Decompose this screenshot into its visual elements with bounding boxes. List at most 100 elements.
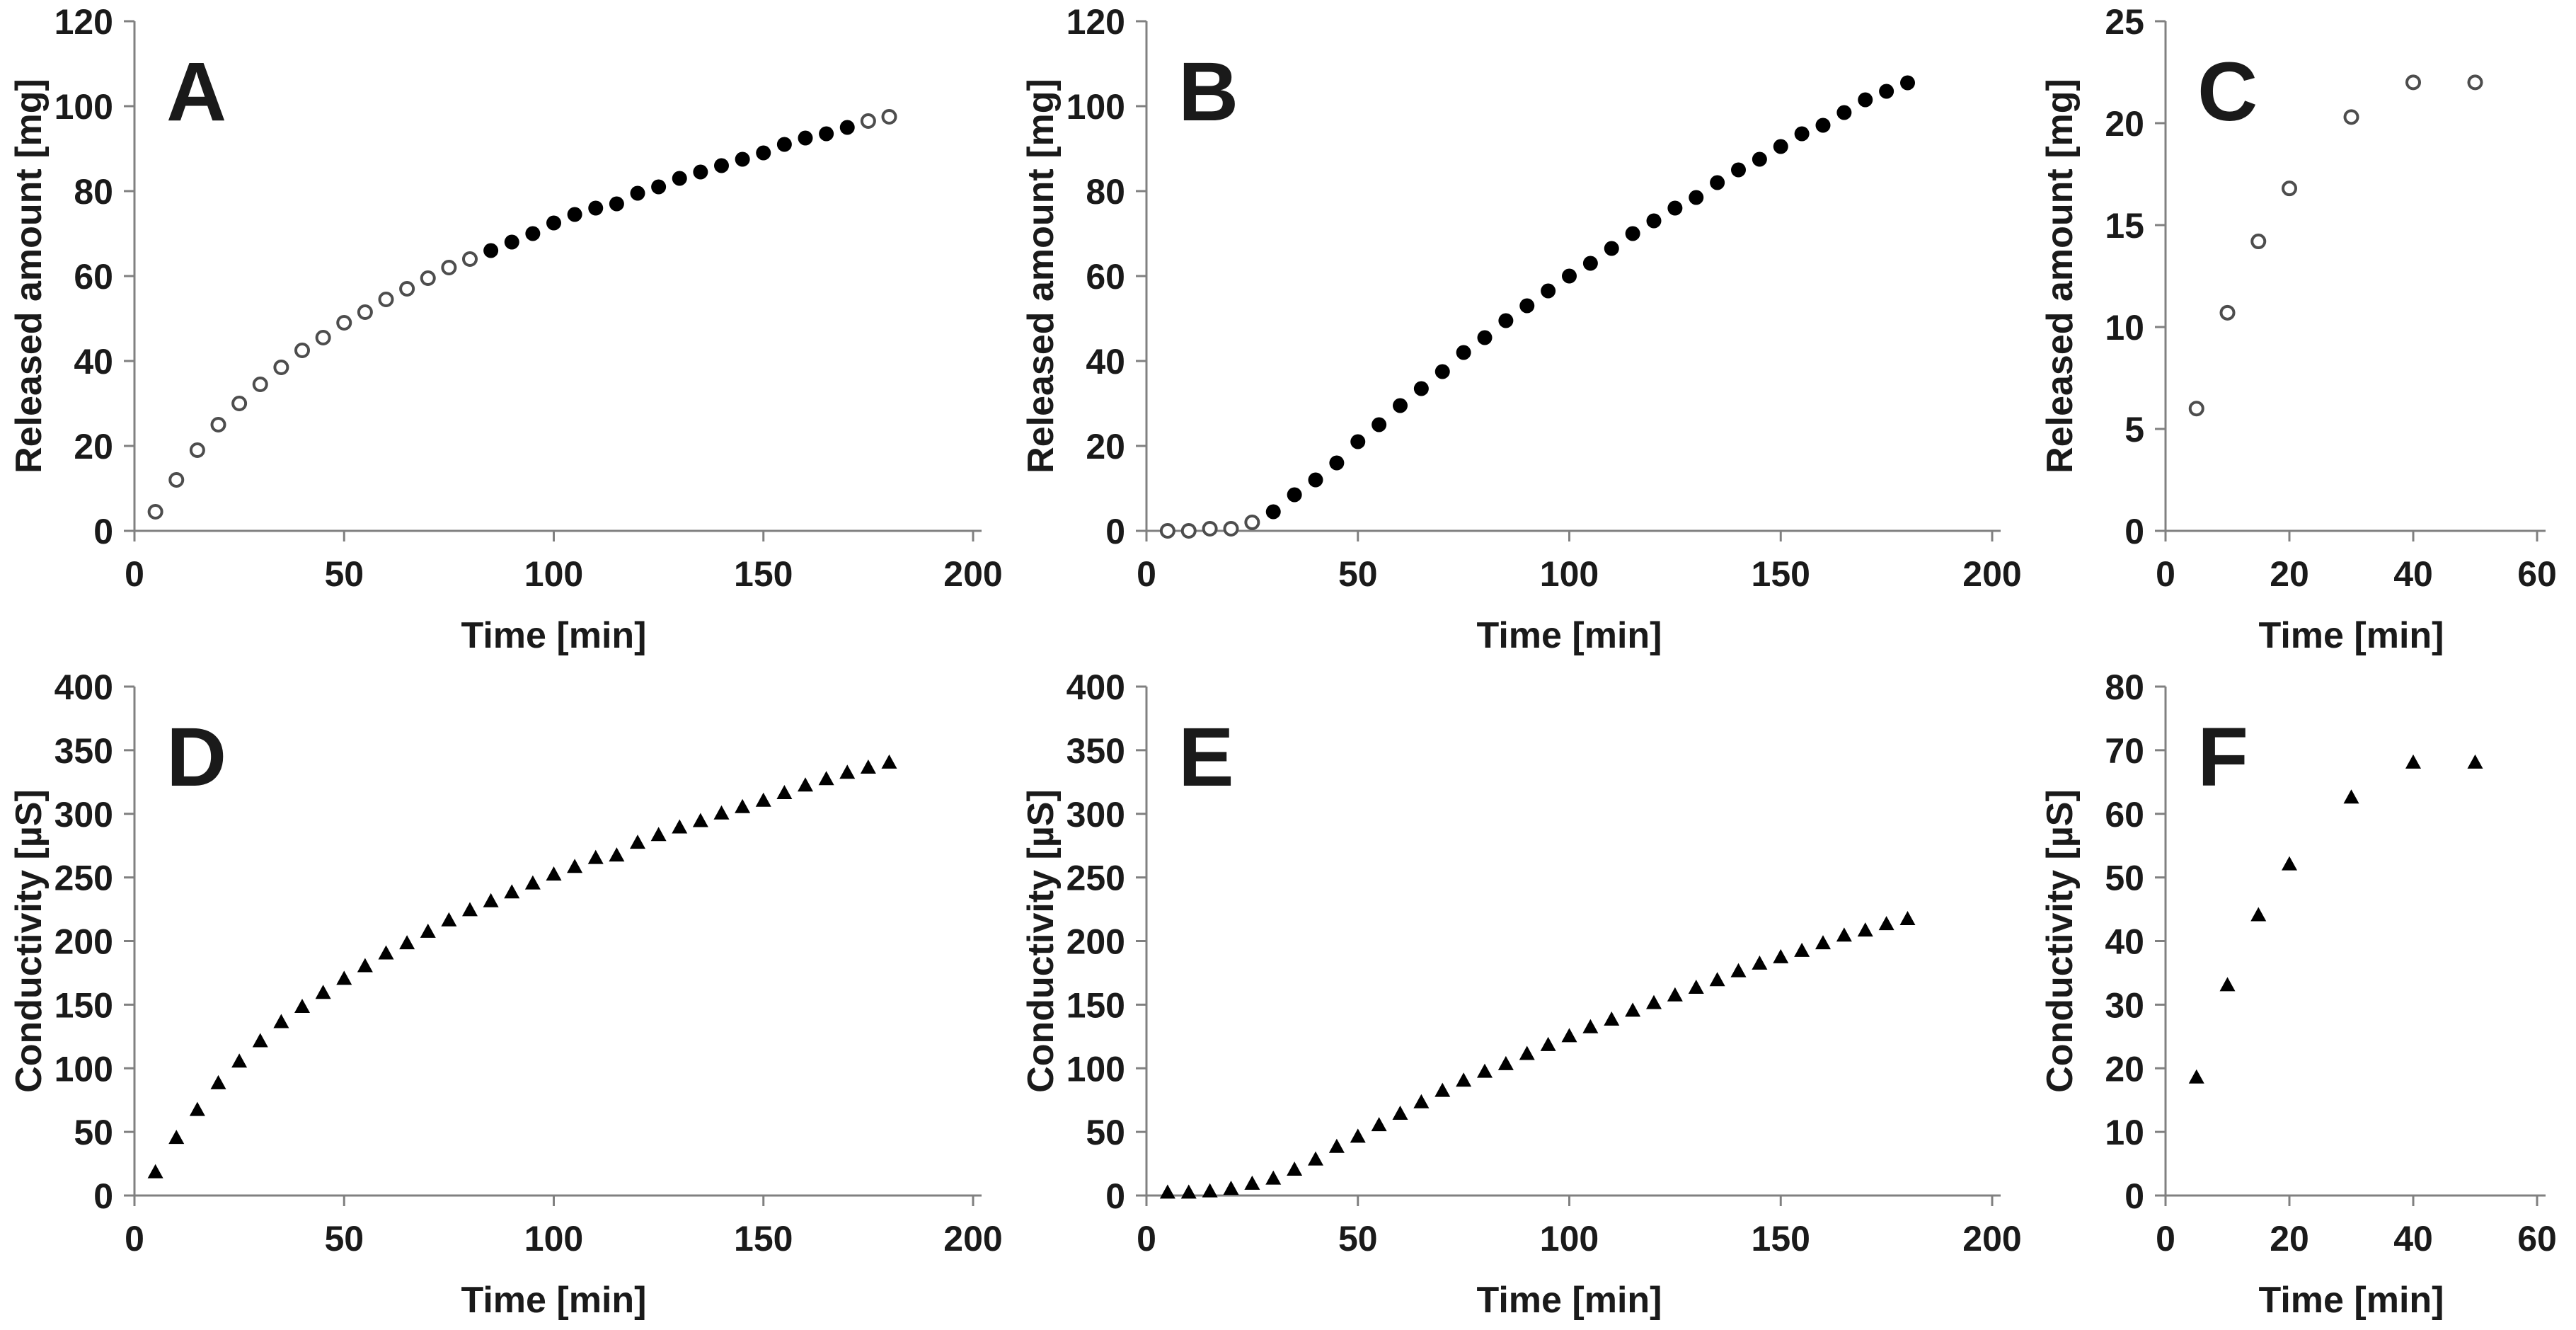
data-point-open-circle <box>2405 74 2421 91</box>
data-point-filled-triangle <box>1350 1128 1366 1143</box>
chart-panel-a: 0 20 40 60 80 100 120 0 50 100 150 200 Time [min] Rel… <box>0 0 1012 665</box>
data-point-filled-triangle <box>798 777 813 792</box>
data-point-open-circle <box>231 396 248 411</box>
x-tick-label: 150 <box>734 1219 793 1259</box>
data-point-filled-circle <box>1582 256 1598 271</box>
data-point-filled-circle <box>1456 345 1471 360</box>
data-point-open-circle <box>273 360 289 375</box>
data-point-filled-circle <box>1541 283 1556 299</box>
panel-letter: A <box>166 45 226 139</box>
data-point-filled-circle <box>1604 241 1619 256</box>
data-point-open-circle <box>252 377 268 392</box>
x-tick-label: 40 <box>2393 1219 2433 1259</box>
data-point-filled-triangle <box>420 923 436 938</box>
data-point-filled-triangle <box>1287 1162 1303 1176</box>
x-axis-title: Time [min] <box>1477 615 1662 656</box>
x-tick-label: 50 <box>1338 1219 1378 1259</box>
chart-panel-e: 0 50 100 150 200 250 300 350 400 0 50 100 150 200 Time… <box>1012 665 2031 1330</box>
x-axis-title: Time [min] <box>461 615 647 656</box>
data-point-open-circle <box>147 504 163 520</box>
data-point-open-circle <box>2282 180 2297 197</box>
panel-letter: C <box>2197 45 2258 139</box>
data-point-filled-circle <box>1413 381 1429 396</box>
data-point-filled-triangle <box>1857 922 1873 937</box>
y-tick-label: 20 <box>2105 104 2144 144</box>
y-tick-label: 100 <box>54 87 113 127</box>
data-point-filled-triangle <box>776 784 793 799</box>
x-tick-label: 50 <box>324 554 364 594</box>
y-tick-label: 10 <box>2105 1113 2144 1152</box>
panel-letter: E <box>1178 711 1234 804</box>
data-point-filled-triangle <box>524 875 541 890</box>
data-point-filled-triangle <box>609 847 625 862</box>
x-tick-label: 60 <box>2517 1219 2557 1259</box>
data-point-filled-circle <box>1498 313 1514 328</box>
data-point-filled-circle <box>1625 226 1640 241</box>
data-point-filled-circle <box>609 196 624 212</box>
data-point-filled-triangle <box>1223 1181 1239 1196</box>
panel-letter: B <box>1178 45 1238 139</box>
panel-letter: D <box>166 711 226 804</box>
data-point-filled-triangle <box>252 1033 268 1048</box>
y-tick-label: 0 <box>2124 512 2144 551</box>
scatter-plot-svg: 0 5 10 15 20 25 0 20 40 60 Time [min] Released amou… <box>2040 2 2557 656</box>
data-point-filled-triangle <box>1625 1002 1641 1017</box>
scatter-plot-svg: 0 50 100 150 200 250 300 350 400 0 50 100 150 200 Time… <box>1020 667 2022 1321</box>
y-tick-label: 10 <box>2105 308 2144 348</box>
data-point-filled-triangle <box>189 1101 205 1116</box>
data-point-filled-triangle <box>1456 1072 1472 1087</box>
y-tick-label: 20 <box>74 427 113 466</box>
data-point-filled-triangle <box>1604 1011 1620 1026</box>
y-tick-label: 25 <box>2105 2 2144 42</box>
y-tick-label: 120 <box>54 2 113 42</box>
x-tick-label: 200 <box>943 1219 1002 1259</box>
chart-panel-b: 0 20 40 60 80 100 120 0 50 100 150 200 Time [min] Rel… <box>1012 0 2031 665</box>
data-point-filled-triangle <box>441 912 457 927</box>
y-tick-label: 60 <box>1086 257 1125 297</box>
data-point-filled-triangle <box>630 835 645 849</box>
y-tick-label: 250 <box>1066 859 1125 898</box>
data-point-open-circle <box>2467 74 2483 91</box>
data-point-filled-triangle <box>587 849 604 864</box>
data-point-filled-triangle <box>2467 754 2483 769</box>
data-point-filled-circle <box>1646 213 1662 229</box>
data-point-filled-triangle <box>1540 1036 1556 1051</box>
data-point-filled-triangle <box>336 970 352 985</box>
data-point-filled-triangle <box>1497 1055 1514 1070</box>
data-point-filled-triangle <box>1582 1019 1599 1033</box>
data-point-filled-circle <box>1731 162 1746 178</box>
x-tick-label: 150 <box>1752 1219 1810 1259</box>
data-point-filled-circle <box>798 130 813 146</box>
x-tick-label: 60 <box>2517 554 2557 594</box>
y-axis-title: Conductivity [µS] <box>1020 789 1062 1093</box>
x-tick-label: 200 <box>943 554 1002 594</box>
y-tick-label: 100 <box>1066 1049 1125 1089</box>
data-point-filled-circle <box>1287 487 1302 503</box>
data-point-filled-triangle <box>881 754 897 769</box>
y-axis-title: Released amount [mg] <box>2040 79 2081 474</box>
chart-panel-d: 0 50 100 150 200 250 300 350 400 0 50 100 150 200 Time… <box>0 665 1012 1330</box>
chart-panel-f: 0 10 20 30 40 50 60 70 80 0 20 40 60 Time [min] Conduc… <box>2031 665 2576 1330</box>
x-axis-title: Time [min] <box>461 1280 647 1321</box>
data-point-filled-circle <box>588 200 604 216</box>
data-point-filled-triangle <box>1413 1094 1430 1108</box>
data-point-open-circle <box>2188 401 2204 417</box>
y-axis-title: Released amount [mg] <box>1020 79 1062 474</box>
data-point-filled-circle <box>1350 434 1366 449</box>
y-tick-label: 80 <box>74 172 113 212</box>
data-point-filled-circle <box>1773 139 1788 154</box>
data-point-filled-triangle <box>1688 980 1704 994</box>
data-point-open-circle <box>2343 109 2359 125</box>
y-tick-label: 0 <box>93 512 113 551</box>
data-point-filled-circle <box>546 215 561 231</box>
data-point-filled-circle <box>1689 190 1704 205</box>
y-tick-label: 200 <box>1066 922 1125 962</box>
data-point-filled-circle <box>1815 117 1831 133</box>
data-point-filled-triangle <box>2282 856 2297 871</box>
data-point-filled-triangle <box>273 1014 289 1028</box>
data-point-open-circle <box>1202 521 1218 537</box>
data-point-filled-circle <box>1477 330 1493 345</box>
data-point-filled-triangle <box>147 1164 163 1179</box>
x-tick-label: 0 <box>125 1219 144 1259</box>
y-tick-label: 100 <box>1066 87 1125 127</box>
